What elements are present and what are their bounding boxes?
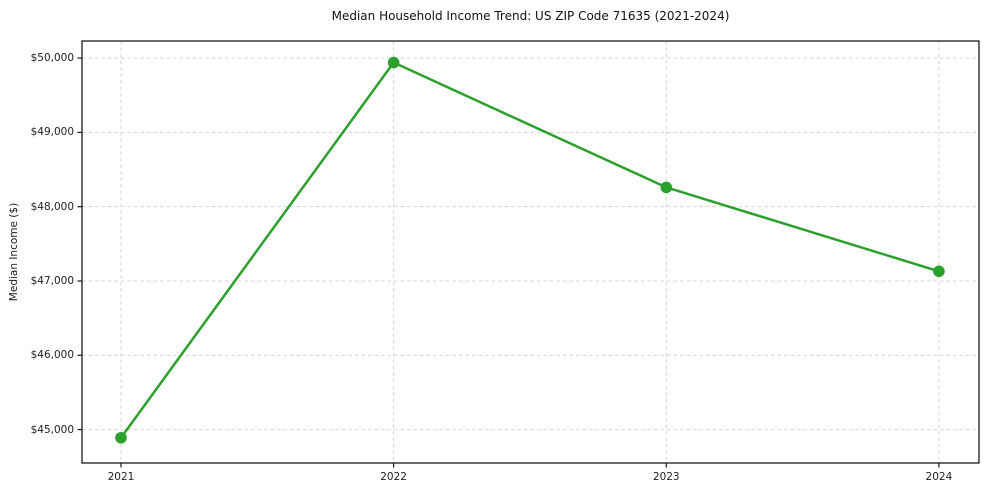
y-tick-label: $45,000 — [30, 423, 74, 436]
y-tick-label: $49,000 — [30, 126, 74, 139]
x-tick-label: 2024 — [925, 471, 953, 483]
x-tick-label: 2021 — [107, 471, 135, 483]
data-point-marker-2024 — [933, 265, 945, 278]
data-point-marker-2022 — [387, 56, 400, 69]
y-tick-label: $48,000 — [30, 200, 74, 213]
y-tick-label: $50,000 — [30, 52, 74, 65]
y-tick-label: $47,000 — [30, 274, 74, 287]
y-tick-label: $46,000 — [30, 349, 74, 362]
data-point-marker-2023 — [660, 181, 673, 194]
x-tick-label: 2022 — [380, 471, 407, 483]
chart-title: Median Household Income Trend: US ZIP Co… — [331, 9, 730, 23]
trend-line — [119, 61, 941, 439]
plot-border — [81, 40, 980, 464]
x-tick-label: 2023 — [652, 471, 680, 483]
data-point-marker-2021 — [115, 431, 127, 444]
